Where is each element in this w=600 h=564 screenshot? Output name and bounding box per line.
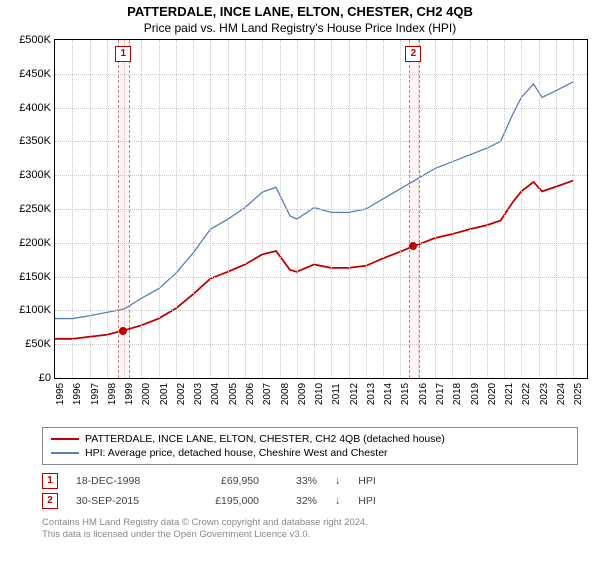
y-axis-label: £100K	[19, 304, 51, 316]
chart-subtitle: Price paid vs. HM Land Registry's House …	[0, 21, 600, 35]
x-axis-label: 2007	[262, 383, 273, 405]
y-axis-label: £250K	[19, 203, 51, 215]
y-axis-label: £150K	[19, 271, 51, 283]
legend-item: HPI: Average price, detached house, Ches…	[51, 446, 569, 460]
chart-area: £0£50K£100K£150K£200K£250K£300K£350K£400…	[54, 39, 588, 399]
plot-region: £0£50K£100K£150K£200K£250K£300K£350K£400…	[54, 39, 588, 379]
y-axis-label: £350K	[19, 135, 51, 147]
x-axis-label: 2002	[176, 383, 187, 405]
legend-label: PATTERDALE, INCE LANE, ELTON, CHESTER, C…	[85, 433, 445, 445]
sale-dot	[119, 327, 127, 335]
sale-price: £195,000	[189, 495, 259, 507]
x-axis-label: 2023	[539, 383, 550, 405]
y-axis-label: £0	[39, 372, 51, 384]
sale-delta: 33%	[277, 475, 317, 487]
legend-item: PATTERDALE, INCE LANE, ELTON, CHESTER, C…	[51, 432, 569, 446]
x-axis-label: 1995	[55, 383, 66, 405]
legend: PATTERDALE, INCE LANE, ELTON, CHESTER, C…	[42, 427, 578, 465]
sale-row: 1 18-DEC-1998 £69,950 33% ↓ HPI	[42, 471, 578, 491]
y-axis-label: £50K	[25, 338, 51, 350]
x-axis-label: 2003	[193, 383, 204, 405]
sale-row: 2 30-SEP-2015 £195,000 32% ↓ HPI	[42, 491, 578, 511]
x-axis-label: 2009	[297, 383, 308, 405]
sale-arrow-icon: ↓	[335, 475, 340, 487]
sale-price: £69,950	[189, 475, 259, 487]
y-axis-label: £450K	[19, 68, 51, 80]
sale-ref: HPI	[358, 495, 376, 507]
x-axis-label: 2004	[210, 383, 221, 405]
x-axis-label: 2012	[349, 383, 360, 405]
x-axis-label: 2015	[400, 383, 411, 405]
sale-date: 18-DEC-1998	[76, 475, 171, 487]
x-axis-label: 2021	[504, 383, 515, 405]
sale-marker-band	[409, 40, 421, 378]
sale-dot	[409, 242, 417, 250]
x-axis-label: 2008	[280, 383, 291, 405]
x-axis-label: 2019	[470, 383, 481, 405]
x-axis-label: 2020	[487, 383, 498, 405]
legend-swatch	[51, 452, 79, 454]
x-axis-label: 2014	[383, 383, 394, 405]
sale-date: 30-SEP-2015	[76, 495, 171, 507]
x-axis-label: 2016	[418, 383, 429, 405]
y-axis-label: £300K	[19, 169, 51, 181]
x-axis-label: 1996	[72, 383, 83, 405]
x-axis-label: 2006	[245, 383, 256, 405]
attribution: Contains HM Land Registry data © Crown c…	[42, 517, 578, 541]
x-axis-label: 1998	[107, 383, 118, 405]
x-axis-label: 1999	[124, 383, 135, 405]
sale-marker-badge: 2	[405, 46, 421, 62]
x-axis-label: 1997	[90, 383, 101, 405]
x-axis-label: 2025	[573, 383, 584, 405]
attribution-line: Contains HM Land Registry data © Crown c…	[42, 517, 578, 529]
legend-label: HPI: Average price, detached house, Ches…	[85, 447, 388, 459]
attribution-line: This data is licensed under the Open Gov…	[42, 529, 578, 541]
y-axis-label: £200K	[19, 237, 51, 249]
x-axis-label: 2000	[141, 383, 152, 405]
x-axis-label: 2010	[314, 383, 325, 405]
sale-delta: 32%	[277, 495, 317, 507]
x-axis-label: 2022	[521, 383, 532, 405]
x-axis-label: 2024	[556, 383, 567, 405]
legend-swatch	[51, 438, 79, 440]
y-axis-label: £400K	[19, 102, 51, 114]
y-axis-label: £500K	[19, 34, 51, 46]
x-axis-label: 2013	[366, 383, 377, 405]
x-axis-label: 2018	[452, 383, 463, 405]
x-axis-label: 2001	[159, 383, 170, 405]
sale-ref: HPI	[358, 475, 376, 487]
sale-arrow-icon: ↓	[335, 495, 340, 507]
sale-marker-badge: 1	[115, 46, 131, 62]
chart-title: PATTERDALE, INCE LANE, ELTON, CHESTER, C…	[0, 4, 600, 19]
sale-row-badge: 1	[42, 473, 58, 489]
x-axis-label: 2011	[331, 383, 342, 405]
sale-row-badge: 2	[42, 493, 58, 509]
x-axis-label: 2005	[228, 383, 239, 405]
x-axis-label: 2017	[435, 383, 446, 405]
sales-table: 1 18-DEC-1998 £69,950 33% ↓ HPI 2 30-SEP-2015 £1…	[42, 471, 578, 511]
